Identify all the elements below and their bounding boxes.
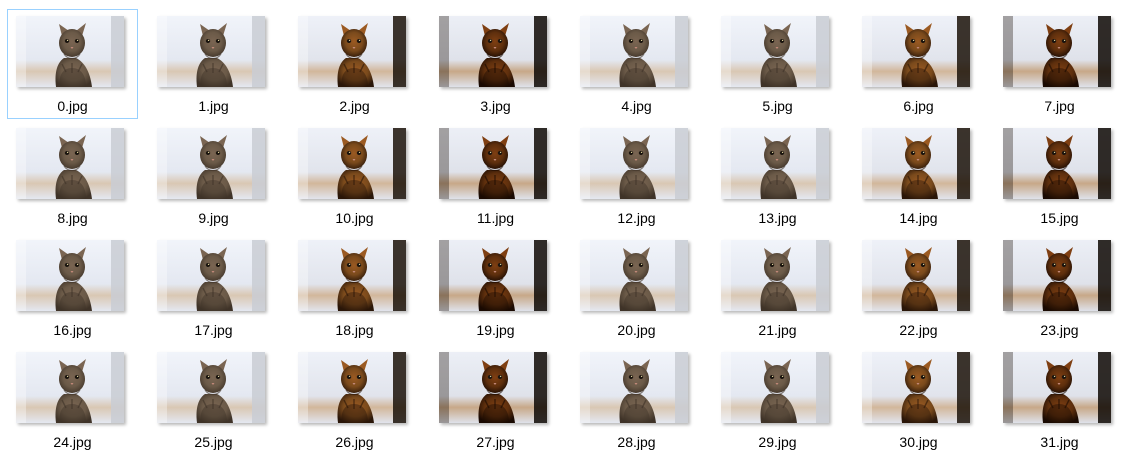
file-name-label: 19.jpg [476,322,515,338]
file-item[interactable]: 22.jpg [853,233,984,343]
image-thumbnail[interactable] [16,128,124,199]
file-item[interactable]: 27.jpg [430,345,561,455]
file-item[interactable]: 15.jpg [994,121,1125,231]
file-item[interactable]: 8.jpg [7,121,138,231]
file-item[interactable]: 20.jpg [571,233,702,343]
file-item[interactable]: 12.jpg [571,121,702,231]
file-name-label: 5.jpg [762,98,793,114]
file-item[interactable]: 13.jpg [712,121,843,231]
image-thumbnail[interactable] [580,16,688,87]
image-thumbnail[interactable] [862,16,970,87]
image-thumbnail[interactable] [1003,128,1111,199]
file-name-label: 25.jpg [194,434,233,450]
image-thumbnail[interactable] [862,352,970,423]
file-item[interactable]: 24.jpg [7,345,138,455]
file-item[interactable]: 29.jpg [712,345,843,455]
file-item[interactable]: 2.jpg [289,9,420,119]
file-name-label: 15.jpg [1040,210,1079,226]
file-item[interactable]: 0.jpg [7,9,138,119]
image-thumbnail[interactable] [721,16,829,87]
image-thumbnail[interactable] [580,128,688,199]
file-name-label: 13.jpg [758,210,797,226]
file-name-label: 24.jpg [53,434,92,450]
file-name-label: 17.jpg [194,322,233,338]
image-thumbnail[interactable] [580,240,688,311]
image-thumbnail[interactable] [16,240,124,311]
image-thumbnail[interactable] [721,128,829,199]
file-name-label: 18.jpg [335,322,374,338]
image-thumbnail[interactable] [157,240,265,311]
file-item[interactable]: 11.jpg [430,121,561,231]
image-thumbnail[interactable] [721,352,829,423]
image-thumbnail[interactable] [862,240,970,311]
file-name-label: 27.jpg [476,434,515,450]
file-name-label: 28.jpg [617,434,656,450]
file-item[interactable]: 16.jpg [7,233,138,343]
file-name-label: 29.jpg [758,434,797,450]
file-name-label: 21.jpg [758,322,797,338]
file-name-label: 4.jpg [621,98,652,114]
file-name-label: 11.jpg [476,210,515,226]
file-item[interactable]: 23.jpg [994,233,1125,343]
image-thumbnail[interactable] [157,16,265,87]
file-item[interactable]: 3.jpg [430,9,561,119]
file-name-label: 1.jpg [198,98,229,114]
file-item[interactable]: 6.jpg [853,9,984,119]
file-name-label: 10.jpg [335,210,374,226]
image-thumbnail[interactable] [16,16,124,87]
file-name-label: 12.jpg [617,210,656,226]
image-thumbnail[interactable] [298,16,406,87]
image-thumbnail[interactable] [1003,352,1111,423]
file-item[interactable]: 28.jpg [571,345,702,455]
file-name-label: 14.jpg [899,210,938,226]
file-item[interactable]: 17.jpg [148,233,279,343]
file-name-label: 20.jpg [617,322,656,338]
file-name-label: 16.jpg [53,322,92,338]
file-item[interactable]: 1.jpg [148,9,279,119]
file-item[interactable]: 14.jpg [853,121,984,231]
image-thumbnail[interactable] [580,352,688,423]
image-thumbnail[interactable] [298,240,406,311]
file-name-label: 7.jpg [1044,98,1075,114]
image-thumbnail[interactable] [439,128,547,199]
image-thumbnail[interactable] [157,352,265,423]
image-thumbnail[interactable] [1003,240,1111,311]
file-item[interactable]: 19.jpg [430,233,561,343]
file-name-label: 6.jpg [903,98,934,114]
file-name-label: 30.jpg [899,434,938,450]
file-name-label: 0.jpg [57,98,88,114]
image-thumbnail[interactable] [721,240,829,311]
image-thumbnail[interactable] [439,352,547,423]
file-item[interactable]: 30.jpg [853,345,984,455]
image-thumbnail[interactable] [439,240,547,311]
file-name-label: 23.jpg [1040,322,1079,338]
image-thumbnail[interactable] [298,128,406,199]
image-thumbnail[interactable] [1003,16,1111,87]
file-name-label: 9.jpg [198,210,229,226]
file-item[interactable]: 4.jpg [571,9,702,119]
file-item[interactable]: 25.jpg [148,345,279,455]
image-thumbnail[interactable] [862,128,970,199]
file-name-label: 26.jpg [335,434,374,450]
image-thumbnail[interactable] [157,128,265,199]
file-name-label: 22.jpg [899,322,938,338]
file-item[interactable]: 26.jpg [289,345,420,455]
file-name-label: 31.jpg [1040,434,1079,450]
file-item[interactable]: 18.jpg [289,233,420,343]
file-name-label: 3.jpg [480,98,511,114]
image-thumbnail[interactable] [298,352,406,423]
file-item[interactable]: 9.jpg [148,121,279,231]
file-name-label: 2.jpg [339,98,370,114]
image-thumbnail[interactable] [16,352,124,423]
file-name-label: 8.jpg [57,210,88,226]
file-thumbnail-grid: 0.jpg 1.jpg [7,9,1125,457]
image-thumbnail[interactable] [439,16,547,87]
file-item[interactable]: 31.jpg [994,345,1125,455]
file-item[interactable]: 10.jpg [289,121,420,231]
file-item[interactable]: 5.jpg [712,9,843,119]
file-item[interactable]: 7.jpg [994,9,1125,119]
file-item[interactable]: 21.jpg [712,233,843,343]
